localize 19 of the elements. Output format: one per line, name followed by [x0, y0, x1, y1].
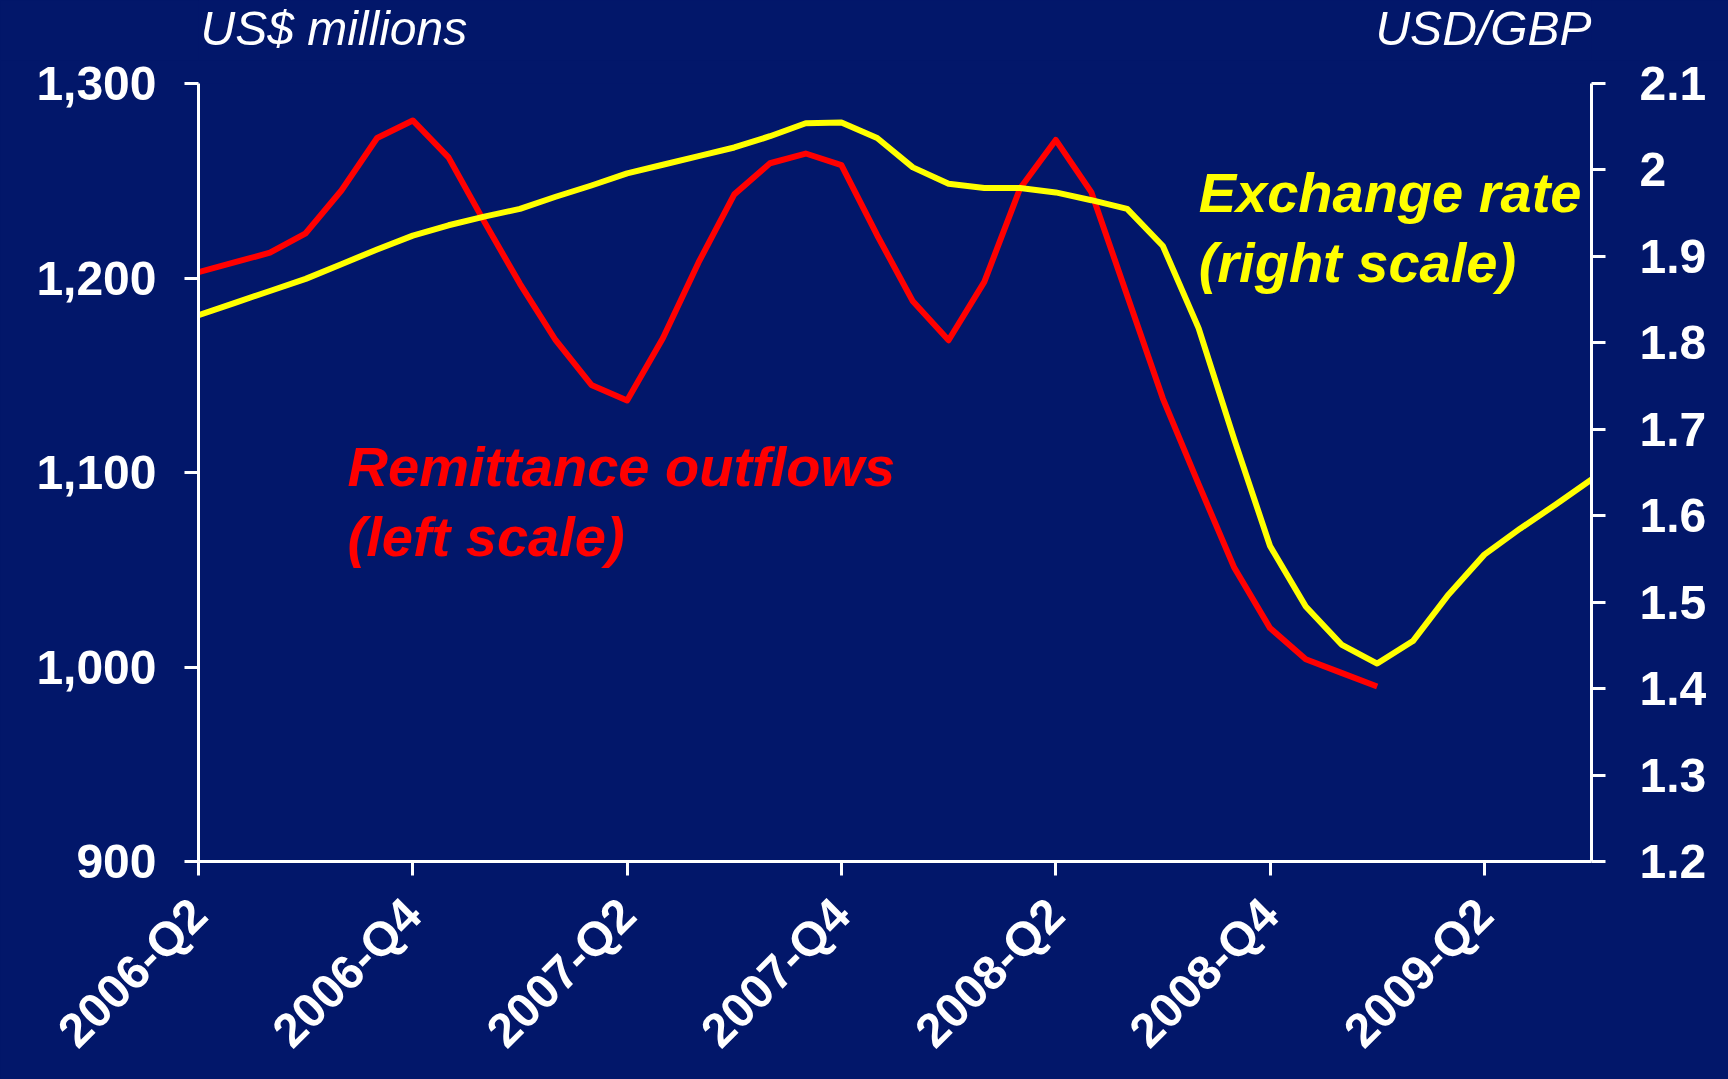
- series-label: Remittance outflows (left scale): [347, 435, 896, 569]
- y2-tick-label: 1.4: [1639, 662, 1707, 716]
- y-tick-label: 1,100: [36, 446, 157, 499]
- y2-tick-label: 1.2: [1639, 835, 1707, 888]
- y-tick-label: 1,000: [36, 640, 157, 694]
- y2-tick-label: 1.3: [1639, 748, 1707, 802]
- y-tick-label: 1,200: [36, 251, 157, 305]
- y2-tick-label: 2.1: [1639, 57, 1707, 110]
- y2-tick-label: 1.7: [1639, 402, 1707, 456]
- y-tick-label: 1,300: [36, 57, 157, 110]
- y2-tick-label: 1.6: [1639, 489, 1707, 543]
- y2-tick-label: 1.9: [1639, 229, 1707, 283]
- y2-tick-label: 2: [1639, 143, 1667, 197]
- y2-tick-label: 1.8: [1639, 316, 1707, 370]
- y2-axis-title: USD/GBP: [1375, 1, 1592, 55]
- series-label: Exchange rate (right scale): [1198, 160, 1582, 294]
- y2-tick-label: 1.5: [1639, 575, 1707, 629]
- y-tick-label: 900: [76, 835, 157, 888]
- y-axis-title: US$ millions: [200, 1, 468, 55]
